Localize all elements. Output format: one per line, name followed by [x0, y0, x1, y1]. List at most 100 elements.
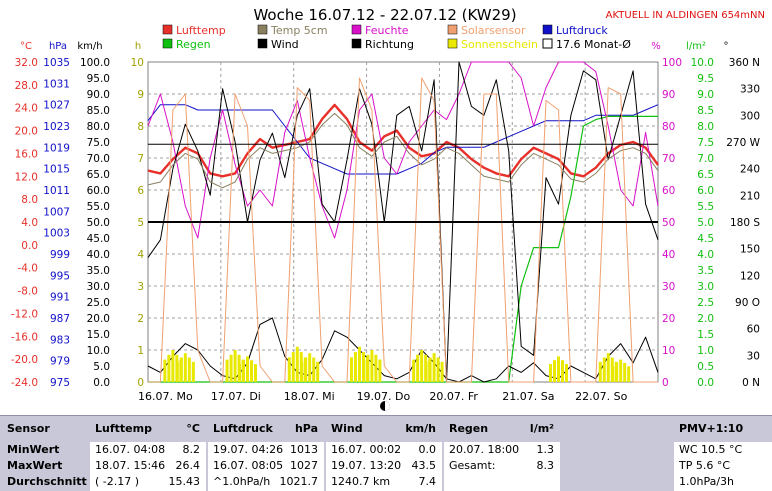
- pressure-axis-tick: 983: [50, 334, 70, 346]
- legend-swatch-solarsensor: [447, 24, 458, 35]
- direction-axis-tick: 90 O: [735, 297, 760, 309]
- rain-axis-tick: 8.5: [697, 105, 714, 117]
- humidity-axis-tick: 30: [662, 281, 675, 293]
- solarsensor-line: [148, 77, 658, 383]
- sunshine-bar: [357, 346, 361, 382]
- temp-axis-unit: °C: [20, 41, 32, 52]
- rain-axis-tick: 6.0: [697, 185, 714, 197]
- axis-headers: °C hPa km/h h% l/m² °: [20, 41, 728, 52]
- wind-unit: km/h: [405, 422, 436, 435]
- sun-axis-tick: 6: [137, 185, 144, 197]
- sunshine-bar: [370, 350, 374, 382]
- luftdruck-line: [147, 104, 659, 175]
- chart-marks: [147, 61, 659, 383]
- lufttemp-header: Lufttemp: [95, 422, 152, 435]
- pressure-axis-unit: hPa: [49, 41, 67, 52]
- regen-unit: l/m²: [529, 422, 554, 435]
- sun-axis-tick: 0: [137, 377, 144, 389]
- sun-axis-tick: 10: [131, 57, 144, 69]
- wind-max-row: 19.07. 13:20 43.5: [331, 459, 436, 472]
- pressure-axis-tick: 991: [50, 292, 70, 304]
- direction-axis-tick: 150: [740, 244, 760, 256]
- wind-axis-tick: 25.0: [87, 297, 110, 309]
- sunshine-bar: [424, 361, 428, 382]
- luftdruck-column: Luftdruck hPa 19.07. 04:26 1013 16.07. 08:…: [206, 416, 324, 491]
- temp-axis-tick: -4.0: [18, 263, 39, 275]
- sunshine-bar: [187, 357, 191, 382]
- temp-axis-tick: 4.0: [21, 217, 38, 229]
- rain-axis-tick: 1.0: [697, 345, 714, 357]
- wind-column: Wind km/h 16.07. 00:02 0.0 19.07. 13:20 43.…: [324, 416, 442, 491]
- windchill-value: WC 10.5 °C: [679, 443, 743, 456]
- rain-axis-tick: 0.0: [697, 377, 714, 389]
- regen-header: Regen: [449, 422, 489, 435]
- rain-axis-tick: 4.5: [697, 233, 714, 245]
- wind-min-row: 16.07. 00:02 0.0: [331, 443, 436, 456]
- pressure-axis-tick: 979: [50, 356, 70, 368]
- rain-axis-tick: 9.5: [697, 73, 714, 85]
- sunshine-bar: [225, 359, 229, 382]
- sunshine-bar: [440, 361, 444, 382]
- avg-label: Durchschnitt: [7, 475, 87, 488]
- sensor-column: Sensor MinWert MaxWert Durchschnitt: [0, 416, 88, 491]
- legend-label-17-6-monat: 17.6 Monat-Ø: [556, 38, 631, 51]
- sunshine-bar: [606, 353, 610, 382]
- wind-axis-tick: 5.0: [93, 361, 110, 373]
- regen-empty-row: [444, 474, 560, 490]
- humidity-axis-tick: 70: [662, 153, 675, 165]
- temp-axis-tick: -20.0: [11, 354, 38, 366]
- humidity-axis-tick: 10: [662, 345, 675, 357]
- pressure-axis-tick: 1003: [43, 228, 70, 240]
- sunshine-bar: [598, 361, 602, 382]
- temp-axis-tick: 16.0: [15, 148, 38, 160]
- wind-axis-tick: 30.0: [87, 281, 110, 293]
- sunshine-bar: [291, 352, 295, 382]
- sunshine-bar: [175, 361, 179, 382]
- pressure-axis-tick: 1015: [43, 164, 70, 176]
- temp-axis-tick: 0.0: [21, 240, 38, 252]
- wind-axis-tick: 85.0: [87, 105, 110, 117]
- legend-swatch-regen: [162, 38, 173, 49]
- wind-axis-tick: 0.0: [93, 377, 110, 389]
- sunshine-bar: [312, 357, 316, 382]
- pressure-axis-tick: 999: [50, 249, 70, 261]
- luftdruck-avg-row: ^1.0hPa/h 1021.7: [213, 475, 318, 488]
- legend-swatch-temp-5cm: [257, 24, 268, 35]
- lufttemp-column: Lufttemp °C 16.07. 04:08 8.2 18.07. 15:46 2…: [88, 416, 206, 491]
- wind-axis-tick: 100.0: [80, 57, 110, 69]
- sunshine-bar: [412, 359, 416, 382]
- sunshine-bar: [615, 362, 619, 382]
- legend-label-solarsensor: Solarsensor: [461, 24, 526, 37]
- legend-label-temp-5cm: Temp 5cm: [270, 24, 328, 37]
- sunshine-bar: [349, 357, 353, 382]
- rain-axis-tick: 2.0: [697, 313, 714, 325]
- legend-swatch-feuchte: [351, 24, 362, 35]
- rain-axis-tick: 5.0: [697, 217, 714, 229]
- pressure-axis-tick: 987: [50, 313, 70, 325]
- sun-axis-tick: 9: [137, 89, 144, 101]
- wind-axis-tick: 45.0: [87, 233, 110, 245]
- sunshine-bar: [378, 359, 382, 382]
- x-axis-tick-label: 17.07. Di: [211, 390, 261, 403]
- humidity-axis-tick: 100: [662, 57, 682, 69]
- sunshine-bar: [167, 354, 171, 382]
- wind-avg-row: 1240.7 km 7.4: [331, 475, 436, 488]
- wind-header: Wind: [331, 422, 363, 435]
- current-location-label: AKTUELL IN ALDINGEN 654mNN: [606, 10, 765, 21]
- sun-axis-tick: 5: [137, 217, 144, 229]
- rain-axis-tick: 7.0: [697, 153, 714, 165]
- x-axis-tick-label: 18.07. Mi: [284, 390, 335, 403]
- sunshine-bar: [602, 357, 606, 382]
- temp-axis-tick: 8.0: [21, 194, 38, 206]
- direction-axis-tick: 60: [747, 324, 760, 336]
- pmv-header: PMV+1:10: [674, 416, 772, 442]
- rain-axis-unit: l/m²: [686, 41, 706, 52]
- x-axis-tick-label: 19.07. Do: [357, 390, 411, 403]
- statistics-table: Sensor MinWert MaxWert Durchschnitt Luft…: [0, 415, 772, 491]
- rain-axis-tick: 2.5: [697, 297, 714, 309]
- sunshine-bar: [353, 352, 357, 382]
- sunshine-bar: [564, 364, 568, 382]
- wind-axis-tick: 65.0: [87, 169, 110, 181]
- sunshine-bar: [250, 360, 254, 382]
- sunshine-bar: [295, 346, 299, 382]
